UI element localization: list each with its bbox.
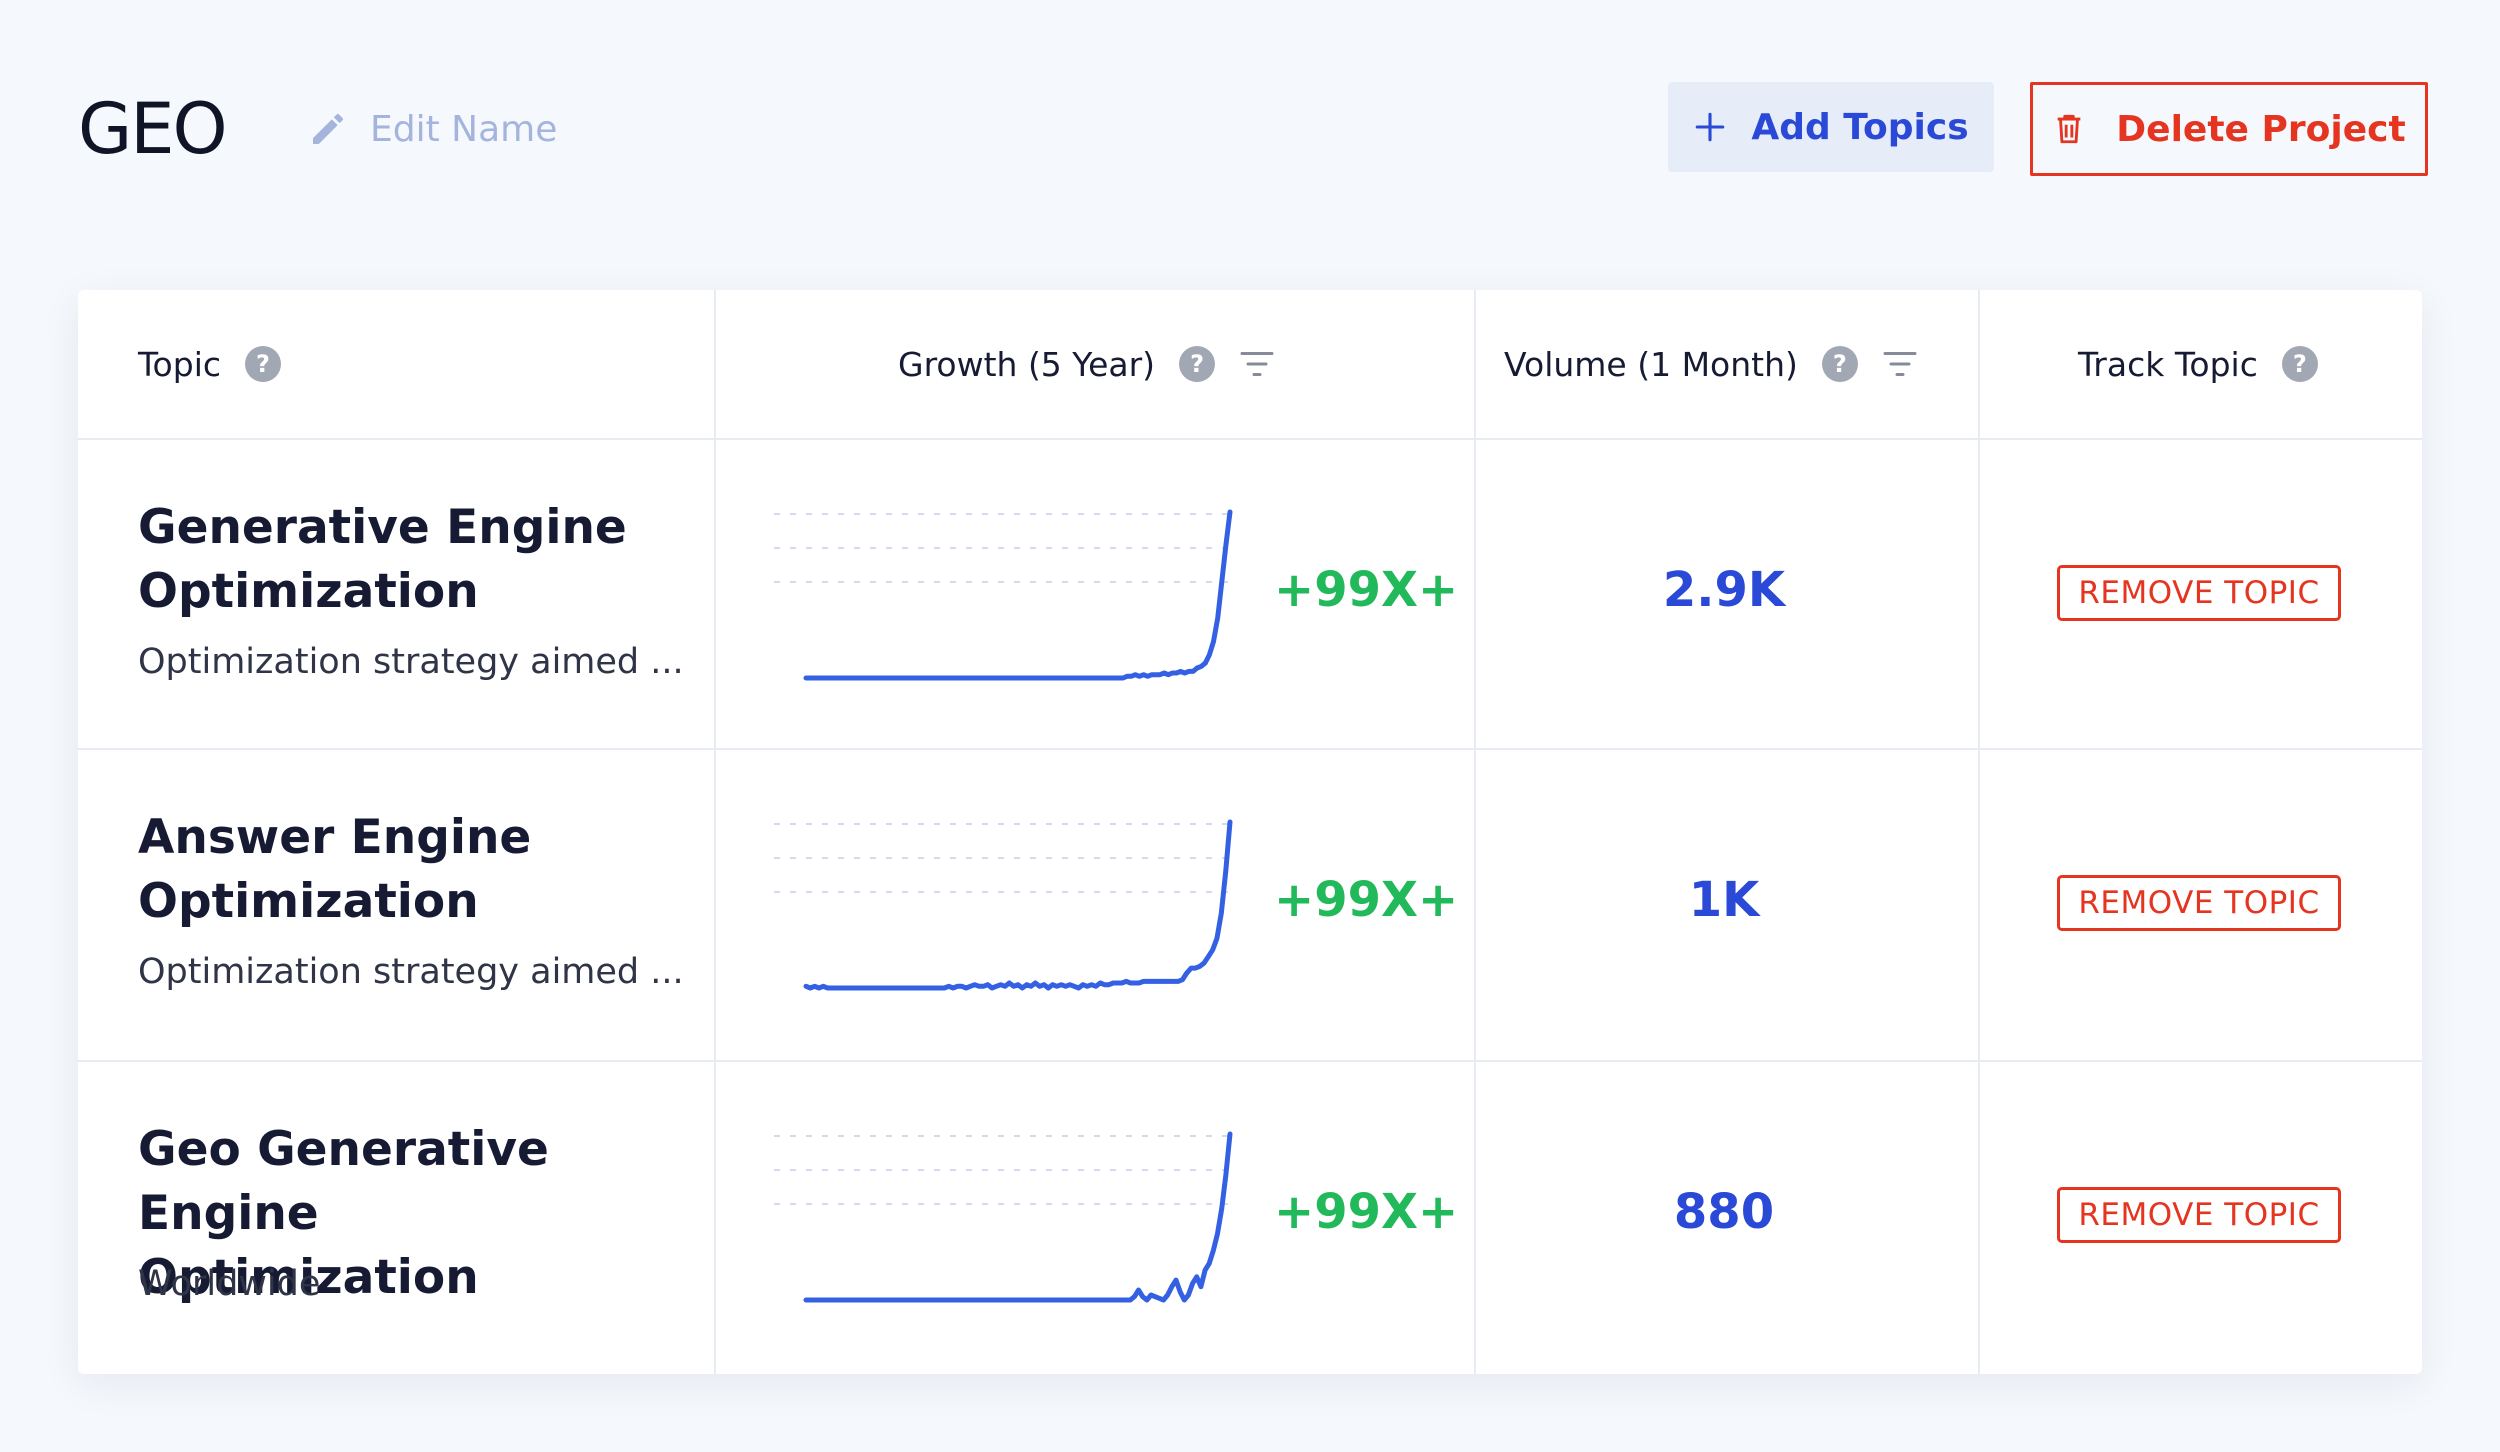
edit-name-label: Edit Name xyxy=(370,108,558,150)
remove-topic-button[interactable]: REMOVE TOPIC xyxy=(2057,1187,2341,1243)
add-topics-button[interactable]: Add Topics xyxy=(1668,82,1994,172)
filter-icon[interactable] xyxy=(1239,349,1275,379)
page-header: GEO Edit Name Add Topics Delete Project xyxy=(0,0,2500,260)
column-header-track: Track Topic ? xyxy=(2078,290,2318,438)
topic-description: Optimization strategy aimed ... xyxy=(138,642,684,682)
plus-icon xyxy=(1696,112,1725,142)
volume-value: 2.9K xyxy=(1662,562,1786,618)
row-divider xyxy=(78,438,2422,440)
help-icon[interactable]: ? xyxy=(1821,346,1858,382)
delete-project-button[interactable]: Delete Project xyxy=(2030,82,2428,176)
column-divider xyxy=(1978,290,1980,1374)
column-header-volume: Volume (1 Month) ? xyxy=(1504,290,1918,438)
sparkline-series xyxy=(803,509,1233,681)
table-row: Answer Engine Optimization Optimization … xyxy=(78,750,2422,1060)
help-icon[interactable]: ? xyxy=(1179,346,1216,382)
row-divider xyxy=(78,1060,2422,1062)
topic-name[interactable]: Generative Engine Optimization xyxy=(138,500,627,619)
help-icon[interactable]: ? xyxy=(2281,346,2318,382)
volume-value: 1K xyxy=(1688,872,1760,928)
filter-icon[interactable] xyxy=(1882,349,1918,379)
remove-topic-button[interactable]: REMOVE TOPIC xyxy=(2057,565,2341,621)
growth-sparkline xyxy=(774,1131,1234,1303)
growth-value: +99X+ xyxy=(1274,872,1459,928)
growth-value: +99X+ xyxy=(1274,562,1459,618)
topic-description: Optimization strategy aimed ... xyxy=(138,952,684,992)
row-divider xyxy=(78,748,2422,750)
table-row: Generative Engine Optimization Optimizat… xyxy=(78,440,2422,750)
topics-table: Topic ? Growth (5 Year) ? Volume (1 Mont… xyxy=(78,290,2422,1374)
pencil-icon xyxy=(313,114,343,144)
column-header-growth: Growth (5 Year) ? xyxy=(898,290,1275,438)
column-header-topic: Topic ? xyxy=(138,290,281,438)
edit-name-button[interactable]: Edit Name xyxy=(308,104,557,154)
sparkline-series xyxy=(803,819,1233,991)
growth-value: +99X+ xyxy=(1274,1184,1459,1240)
project-title: GEO xyxy=(78,88,228,170)
topic-name[interactable]: Geo Generative Engine Optimization xyxy=(138,1122,549,1305)
topic-description: Worldwide xyxy=(138,1264,321,1304)
growth-sparkline xyxy=(774,819,1234,991)
table-row: Geo Generative Engine Optimization World… xyxy=(78,1062,2422,1372)
column-divider xyxy=(1474,290,1476,1374)
sparkline-series xyxy=(803,1131,1233,1303)
column-header-label: Track Topic xyxy=(2078,344,2258,384)
topic-name[interactable]: Answer Engine Optimization xyxy=(138,810,532,929)
column-header-label: Volume (1 Month) xyxy=(1504,344,1798,384)
column-divider xyxy=(714,290,716,1374)
delete-project-label: Delete Project xyxy=(2116,108,2406,150)
remove-topic-button[interactable]: REMOVE TOPIC xyxy=(2057,875,2341,931)
column-header-label: Topic xyxy=(138,344,221,384)
growth-sparkline xyxy=(774,509,1234,681)
add-topics-label: Add Topics xyxy=(1751,106,1969,148)
help-icon[interactable]: ? xyxy=(245,346,281,382)
volume-value: 880 xyxy=(1673,1184,1775,1240)
column-header-label: Growth (5 Year) xyxy=(898,344,1156,384)
trash-icon xyxy=(2057,114,2081,144)
